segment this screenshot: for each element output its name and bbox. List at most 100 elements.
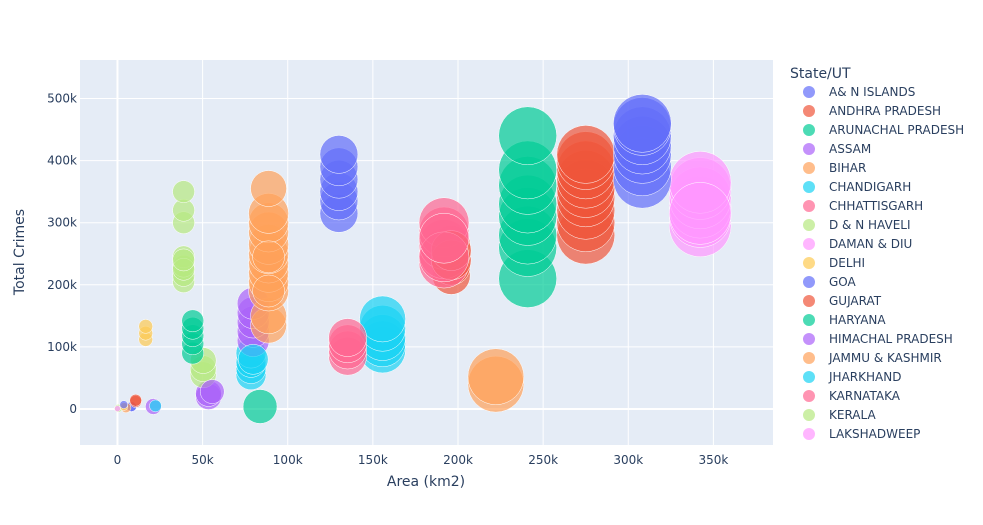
legend-label: KERALA [829,408,876,422]
legend-label: CHANDIGARH [829,180,911,194]
legend-marker [803,257,815,269]
y-tick-label: 0 [69,402,77,416]
bubble-point[interactable] [138,319,153,334]
series-group [120,348,525,413]
y-axis-ticks: 0 100k 200k 300k 400k 500k [47,92,77,416]
legend-item[interactable]: GUJARAT [803,294,882,308]
bubble-point[interactable] [418,212,470,264]
bubble-point[interactable] [242,389,278,424]
legend-marker [803,219,815,231]
series-group [418,212,470,283]
x-tick-label: 300k [613,453,643,467]
legend-item[interactable]: JAMMU & KASHMIR [803,351,942,365]
bubble-point[interactable] [252,274,285,308]
legend-label: JHARKHAND [828,370,901,384]
legend-item[interactable]: ASSAM [803,142,871,156]
series-group [248,170,289,344]
legend-item[interactable]: BIHAR [803,161,866,175]
legend-label: BIHAR [829,161,866,175]
legend-label: DAMAN & DIU [829,237,912,251]
legend-marker [803,143,815,155]
legend-item[interactable]: KARNATAKA [803,389,901,403]
series-group [172,248,195,281]
x-axis-ticks: 0 50k 100k 150k 200k 250k 300k 350k [114,453,729,467]
legend-label: ARUNACHAL PRADESH [829,123,964,137]
y-tick-label: 100k [47,340,77,354]
legend-marker [803,238,815,250]
legend-item[interactable]: ANDHRA PRADESH [803,104,941,118]
bubble-point[interactable] [237,344,269,375]
series-group [119,94,672,409]
legend-marker [803,428,815,440]
legend-label: DELHI [829,256,865,270]
bubble-point[interactable] [613,94,672,153]
legend-marker [803,162,815,174]
x-tick-label: 200k [443,453,473,467]
bubble-point[interactable] [319,135,359,174]
series-group [181,309,204,365]
x-tick-label: 100k [273,453,303,467]
legend-item[interactable]: JHARKHAND [803,370,901,384]
legend-marker [803,409,815,421]
y-axis-title: Total Crimes [12,209,28,296]
bubble-point[interactable] [129,394,142,407]
legend-item[interactable]: LAKSHADWEEP [803,427,920,441]
legend-item[interactable]: HIMACHAL PRADESH [803,332,953,346]
legend-label: HARYANA [829,313,886,327]
legend-label: ASSAM [829,142,871,156]
legend-label: CHHATTISGARH [829,199,923,213]
x-axis-title: Area (km2) [387,474,465,490]
legend-item[interactable]: DAMAN & DIU [803,237,912,251]
series-group [242,106,557,424]
legend-label: HIMACHAL PRADESH [829,332,953,346]
legend-item[interactable]: KERALA [803,408,876,422]
bubble-point[interactable] [250,170,287,207]
bubble-point[interactable] [359,295,406,343]
legend-marker [803,124,815,136]
legend-marker [803,390,815,402]
legend-marker [803,276,815,288]
legend-item[interactable]: D & N HAVELI [803,218,911,232]
legend-marker [803,200,815,212]
bubble-point[interactable] [328,318,367,357]
bubble-point[interactable] [200,379,225,404]
legend-item[interactable]: CHHATTISGARH [803,199,923,213]
bubble-point[interactable] [252,240,285,274]
bubble-point[interactable] [172,248,195,272]
legend-label: A& N ISLANDS [829,85,915,99]
legend-marker [803,295,815,307]
legend-item[interactable]: GOA [803,275,857,289]
legend-item[interactable]: DELHI [803,256,865,270]
x-tick-label: 250k [528,453,558,467]
bubble-point[interactable] [668,182,732,245]
bubble-point[interactable] [467,348,525,405]
y-tick-label: 400k [47,154,77,168]
x-tick-label: 150k [358,453,388,467]
legend-label: D & N HAVELI [829,218,911,232]
series-group [114,182,732,412]
bubble-point[interactable] [114,405,121,412]
bubble-point[interactable] [181,309,204,333]
legend-marker [803,371,815,383]
bubble-point[interactable] [498,106,557,166]
legend-label: KARNATAKA [829,389,901,403]
legend-item[interactable]: ARUNACHAL PRADESH [803,123,964,137]
y-tick-label: 200k [47,278,77,292]
legend-label: GUJARAT [829,294,882,308]
legend-item[interactable]: HARYANA [803,313,886,327]
bubbles [114,94,732,424]
x-tick-label: 0 [114,453,122,467]
bubble-point[interactable] [172,180,195,203]
bubble-point[interactable] [556,125,616,184]
legend: State/UT A& N ISLANDS ANDHRA PRADESH ARUNA… [790,66,964,441]
legend-label: ANDHRA PRADESH [829,104,941,118]
bubble-point[interactable] [149,399,162,413]
legend-marker [803,352,815,364]
bubble-point[interactable] [119,400,129,409]
legend-marker [803,86,815,98]
legend-item[interactable]: CHANDIGARH [803,180,911,194]
legend-marker [803,181,815,193]
legend-label: GOA [829,275,857,289]
legend-item[interactable]: A& N ISLANDS [803,85,915,99]
